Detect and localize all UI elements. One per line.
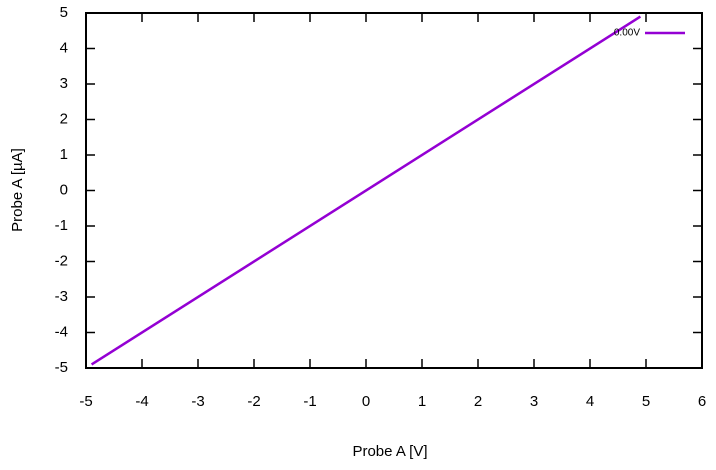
y-axis-label: Probe A [µA] bbox=[9, 148, 26, 232]
plot-frame bbox=[85, 12, 703, 369]
x-tick-label: -2 bbox=[247, 393, 260, 410]
x-tick-label: -1 bbox=[303, 393, 316, 410]
y-tick-label: -1 bbox=[55, 217, 68, 234]
y-tick-label: 5 bbox=[60, 4, 68, 21]
y-tick-label: 2 bbox=[60, 110, 68, 127]
y-tick-label: 1 bbox=[60, 146, 68, 163]
y-tick-label: 0 bbox=[60, 181, 68, 198]
x-tick-label: 1 bbox=[418, 393, 426, 410]
x-tick-label: 2 bbox=[474, 393, 482, 410]
x-tick-label: -4 bbox=[135, 393, 148, 410]
legend-label: 0.00V bbox=[614, 28, 640, 39]
x-tick-label: 3 bbox=[530, 393, 538, 410]
y-tick-label: 3 bbox=[60, 75, 68, 92]
y-tick-label: -4 bbox=[55, 323, 68, 340]
x-axis-label: Probe A [V] bbox=[352, 443, 427, 460]
y-tick-label: -2 bbox=[55, 252, 68, 269]
x-tick-label: -3 bbox=[191, 393, 204, 410]
x-tick-label: -5 bbox=[79, 393, 92, 410]
y-tick-label: 4 bbox=[60, 39, 68, 56]
x-tick-label: 4 bbox=[586, 393, 594, 410]
data-line bbox=[90, 15, 642, 366]
x-tick-label: 0 bbox=[362, 393, 370, 410]
y-tick-label: -5 bbox=[55, 359, 68, 376]
y-tick-label: -3 bbox=[55, 288, 68, 305]
x-tick-label: 6 bbox=[698, 393, 706, 410]
x-tick-label: 5 bbox=[642, 393, 650, 410]
